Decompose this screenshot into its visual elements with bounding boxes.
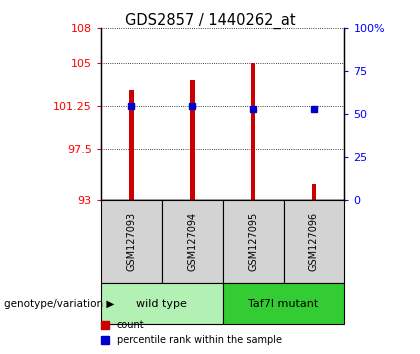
FancyBboxPatch shape <box>162 200 223 283</box>
Bar <box>251 63 255 200</box>
FancyBboxPatch shape <box>223 200 284 283</box>
FancyBboxPatch shape <box>223 283 344 324</box>
Legend: count, percentile rank within the sample: count, percentile rank within the sample <box>97 316 286 349</box>
FancyBboxPatch shape <box>101 283 223 324</box>
FancyBboxPatch shape <box>284 200 344 283</box>
Text: GSM127094: GSM127094 <box>187 212 197 271</box>
Bar <box>312 184 316 200</box>
Bar <box>190 80 194 200</box>
Bar <box>129 90 134 200</box>
Text: GDS2857 / 1440262_at: GDS2857 / 1440262_at <box>125 12 295 29</box>
Text: genotype/variation ▶: genotype/variation ▶ <box>4 298 115 309</box>
Text: GSM127093: GSM127093 <box>126 212 136 271</box>
FancyBboxPatch shape <box>101 200 162 283</box>
Text: GSM127095: GSM127095 <box>248 212 258 271</box>
Text: Taf7l mutant: Taf7l mutant <box>248 298 319 309</box>
Text: wild type: wild type <box>136 298 187 309</box>
Text: GSM127096: GSM127096 <box>309 212 319 271</box>
